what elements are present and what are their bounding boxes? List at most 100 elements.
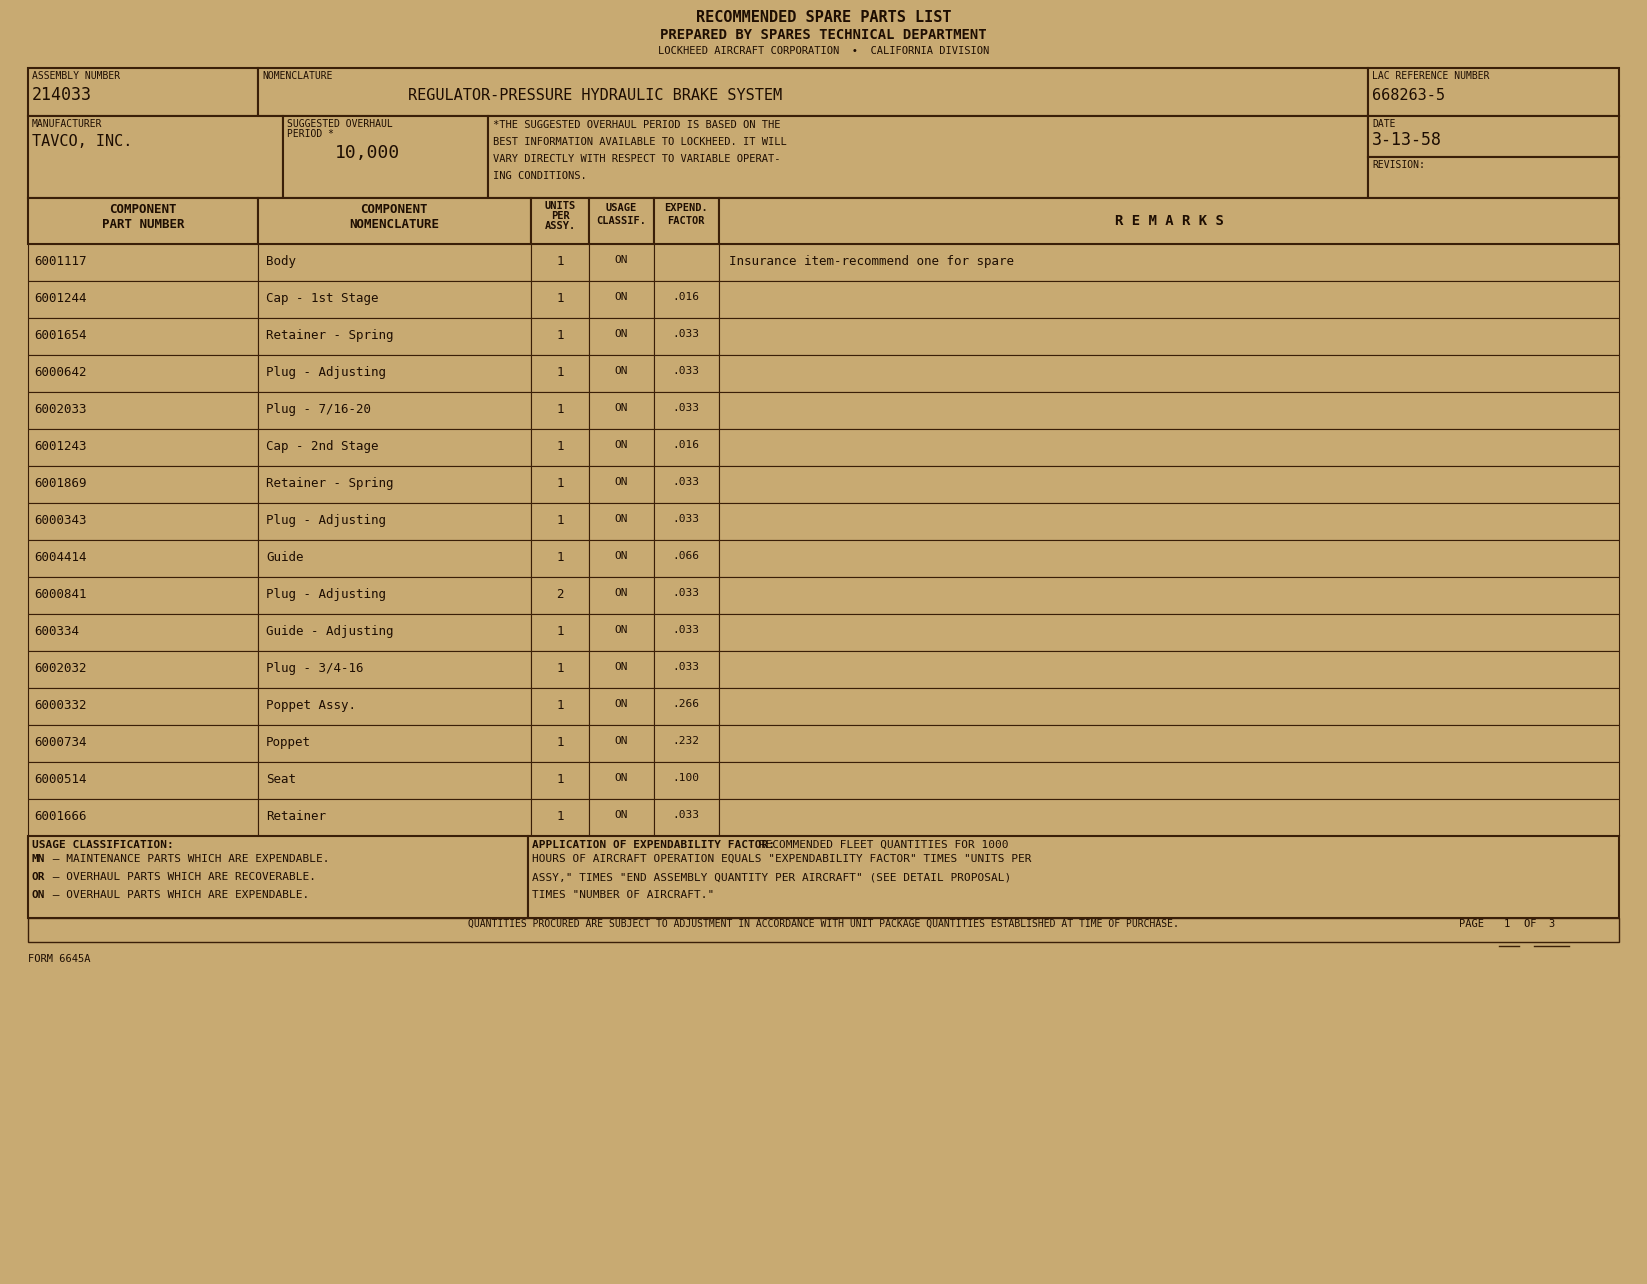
Text: MN: MN bbox=[31, 854, 46, 864]
Text: 6001244: 6001244 bbox=[35, 291, 87, 306]
Text: CLASSIF.: CLASSIF. bbox=[596, 216, 646, 226]
Text: – OVERHAUL PARTS WHICH ARE EXPENDABLE.: – OVERHAUL PARTS WHICH ARE EXPENDABLE. bbox=[46, 890, 310, 900]
Text: RECOMMENDED SPARE PARTS LIST: RECOMMENDED SPARE PARTS LIST bbox=[695, 10, 952, 24]
Bar bbox=[720, 688, 1619, 725]
Text: VARY DIRECTLY WITH RESPECT TO VARIABLE OPERAT-: VARY DIRECTLY WITH RESPECT TO VARIABLE O… bbox=[492, 154, 781, 164]
Bar bbox=[720, 725, 1619, 761]
Bar bbox=[259, 761, 530, 799]
Bar bbox=[590, 318, 654, 354]
Text: PREPARED BY SPARES TECHNICAL DEPARTMENT: PREPARED BY SPARES TECHNICAL DEPARTMENT bbox=[660, 28, 987, 42]
Bar bbox=[530, 799, 590, 836]
Bar bbox=[28, 577, 259, 614]
Bar bbox=[530, 244, 590, 281]
Bar bbox=[28, 318, 259, 354]
Text: Guide - Adjusting: Guide - Adjusting bbox=[267, 625, 394, 638]
Bar bbox=[259, 68, 1369, 116]
Text: Poppet: Poppet bbox=[267, 736, 311, 749]
Text: .033: .033 bbox=[672, 588, 700, 598]
Text: Seat: Seat bbox=[267, 773, 296, 786]
Text: – MAINTENANCE PARTS WHICH ARE EXPENDABLE.: – MAINTENANCE PARTS WHICH ARE EXPENDABLE… bbox=[46, 854, 329, 864]
Text: 6001654: 6001654 bbox=[35, 329, 87, 342]
Text: 668263-5: 668263-5 bbox=[1372, 89, 1444, 103]
Bar bbox=[720, 651, 1619, 688]
Text: DATE: DATE bbox=[1372, 119, 1395, 128]
Text: Retainer: Retainer bbox=[267, 810, 326, 823]
Text: COMPONENT: COMPONENT bbox=[361, 203, 428, 216]
Text: .033: .033 bbox=[672, 625, 700, 636]
Text: 1: 1 bbox=[557, 551, 563, 564]
Bar bbox=[590, 429, 654, 466]
Text: 10,000: 10,000 bbox=[334, 144, 400, 162]
Text: .232: .232 bbox=[672, 736, 700, 746]
Bar bbox=[720, 318, 1619, 354]
Bar bbox=[28, 466, 259, 503]
Bar bbox=[720, 281, 1619, 318]
Text: .066: .066 bbox=[672, 551, 700, 561]
Bar bbox=[259, 281, 530, 318]
Bar bbox=[259, 725, 530, 761]
Text: .033: .033 bbox=[672, 329, 700, 339]
Text: 1: 1 bbox=[557, 440, 563, 453]
Bar bbox=[28, 651, 259, 688]
Text: 6002032: 6002032 bbox=[35, 663, 87, 675]
Text: .033: .033 bbox=[672, 810, 700, 820]
Text: LAC REFERENCE NUMBER: LAC REFERENCE NUMBER bbox=[1372, 71, 1489, 81]
Bar bbox=[590, 577, 654, 614]
Bar bbox=[530, 503, 590, 541]
Text: ING CONDITIONS.: ING CONDITIONS. bbox=[492, 171, 586, 181]
Text: COMPONENT: COMPONENT bbox=[109, 203, 176, 216]
Bar bbox=[28, 429, 259, 466]
Bar bbox=[28, 392, 259, 429]
Text: 214033: 214033 bbox=[31, 86, 92, 104]
Bar bbox=[654, 354, 720, 392]
Bar bbox=[654, 577, 720, 614]
Text: 3-13-58: 3-13-58 bbox=[1372, 131, 1443, 149]
Bar bbox=[590, 725, 654, 761]
Bar bbox=[654, 503, 720, 541]
Text: LOCKHEED AIRCRAFT CORPORATION  •  CALIFORNIA DIVISION: LOCKHEED AIRCRAFT CORPORATION • CALIFORN… bbox=[657, 46, 990, 56]
Text: RECOMMENDED FLEET QUANTITIES FOR 1000: RECOMMENDED FLEET QUANTITIES FOR 1000 bbox=[751, 840, 1008, 850]
Text: ON: ON bbox=[614, 291, 628, 302]
Text: 6001666: 6001666 bbox=[35, 810, 87, 823]
Text: Plug - 7/16-20: Plug - 7/16-20 bbox=[267, 403, 371, 416]
Text: ON: ON bbox=[614, 588, 628, 598]
Bar bbox=[590, 651, 654, 688]
Bar bbox=[259, 688, 530, 725]
Bar bbox=[530, 725, 590, 761]
Bar bbox=[28, 761, 259, 799]
Text: Poppet Assy.: Poppet Assy. bbox=[267, 698, 356, 713]
Text: OF  3: OF 3 bbox=[1523, 919, 1555, 930]
Bar bbox=[259, 466, 530, 503]
Text: REGULATOR-PRESSURE HYDRAULIC BRAKE SYSTEM: REGULATOR-PRESSURE HYDRAULIC BRAKE SYSTE… bbox=[408, 89, 782, 103]
Text: 1: 1 bbox=[557, 698, 563, 713]
Bar bbox=[1369, 157, 1619, 198]
Bar bbox=[590, 198, 654, 244]
Bar bbox=[530, 429, 590, 466]
Text: Plug - Adjusting: Plug - Adjusting bbox=[267, 588, 385, 601]
Text: .033: .033 bbox=[672, 476, 700, 487]
Text: Insurance item-recommend one for spare: Insurance item-recommend one for spare bbox=[730, 256, 1015, 268]
Bar bbox=[28, 836, 529, 918]
Bar bbox=[259, 651, 530, 688]
Bar bbox=[28, 198, 259, 244]
Text: ON: ON bbox=[614, 625, 628, 636]
Bar bbox=[530, 614, 590, 651]
Text: Retainer - Spring: Retainer - Spring bbox=[267, 329, 394, 342]
Bar bbox=[590, 614, 654, 651]
Text: Retainer - Spring: Retainer - Spring bbox=[267, 476, 394, 490]
Bar bbox=[654, 651, 720, 688]
Bar bbox=[259, 354, 530, 392]
Bar bbox=[590, 503, 654, 541]
Text: Plug - Adjusting: Plug - Adjusting bbox=[267, 514, 385, 526]
Text: 1: 1 bbox=[1504, 919, 1510, 930]
Bar bbox=[259, 614, 530, 651]
Bar bbox=[530, 541, 590, 577]
Bar bbox=[28, 799, 259, 836]
Bar bbox=[720, 614, 1619, 651]
Bar bbox=[530, 761, 590, 799]
Text: TIMES "NUMBER OF AIRCRAFT.": TIMES "NUMBER OF AIRCRAFT." bbox=[532, 890, 715, 900]
Text: – OVERHAUL PARTS WHICH ARE RECOVERABLE.: – OVERHAUL PARTS WHICH ARE RECOVERABLE. bbox=[46, 872, 316, 882]
Bar bbox=[529, 836, 1619, 918]
Text: ASSY.: ASSY. bbox=[545, 221, 575, 231]
Bar bbox=[28, 725, 259, 761]
